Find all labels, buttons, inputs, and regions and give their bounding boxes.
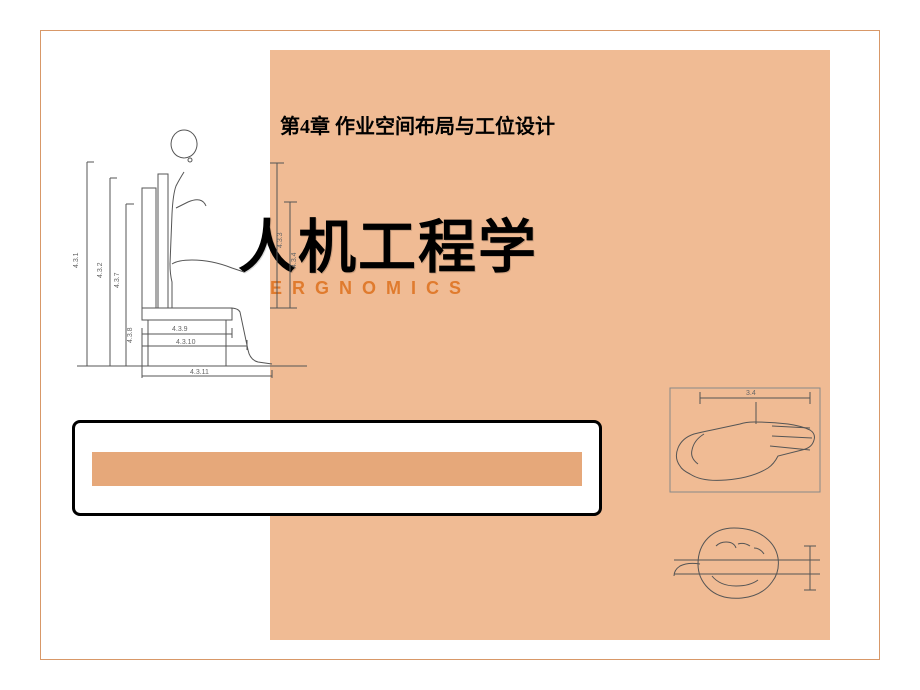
dim-label: 4.3.1 [73, 252, 80, 268]
dim-label: 4.3.4 [291, 252, 298, 268]
dim-label: 4.3.7 [114, 272, 121, 288]
dim-label: 4.3.10 [176, 339, 196, 346]
dim-label: 4.3.8 [127, 327, 134, 343]
dim-label: 4.3.3 [277, 232, 284, 248]
chapter-title: 第4章 作业空间布局与工位设计 [280, 110, 555, 139]
dim-label: 4.3.11 [190, 369, 209, 376]
dim-label: 4.3.2 [97, 262, 104, 278]
seated-figure-diagram: 4.3.1 4.3.2 4.3.7 4.3.3 4.3.4 4.3.8 4.3.… [72, 118, 312, 378]
dim-label: 3.4 [746, 390, 756, 397]
dim-label: 4.3.9 [172, 326, 188, 333]
hand-figure-diagram: 3.4 [660, 380, 830, 610]
decorative-bar-fill [92, 452, 582, 486]
